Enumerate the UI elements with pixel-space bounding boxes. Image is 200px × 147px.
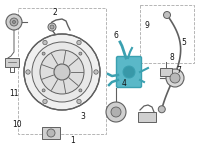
Text: 9: 9 <box>145 21 149 30</box>
Circle shape <box>42 89 45 92</box>
Circle shape <box>48 23 56 31</box>
Text: 2: 2 <box>53 8 57 17</box>
Bar <box>18 8 106 134</box>
Circle shape <box>26 70 30 74</box>
Text: 6: 6 <box>114 31 118 40</box>
Circle shape <box>24 34 100 110</box>
Text: 3: 3 <box>81 112 85 121</box>
Circle shape <box>43 40 47 45</box>
Bar <box>42 127 60 139</box>
Circle shape <box>166 69 184 87</box>
Circle shape <box>123 66 135 78</box>
Circle shape <box>43 99 47 104</box>
Circle shape <box>32 42 92 102</box>
FancyBboxPatch shape <box>116 56 142 87</box>
Bar <box>160 68 172 76</box>
Bar <box>140 5 194 63</box>
Text: 7: 7 <box>177 66 181 75</box>
Text: 8: 8 <box>170 53 174 62</box>
Circle shape <box>94 70 98 74</box>
Text: 5: 5 <box>182 38 186 47</box>
Circle shape <box>164 11 170 19</box>
Circle shape <box>77 40 81 45</box>
Circle shape <box>111 107 121 117</box>
Circle shape <box>10 18 18 26</box>
Bar <box>138 112 156 122</box>
Circle shape <box>54 64 70 80</box>
Circle shape <box>47 129 55 137</box>
Circle shape <box>106 102 126 122</box>
Circle shape <box>79 52 82 55</box>
Text: 10: 10 <box>12 120 22 130</box>
Circle shape <box>40 50 84 94</box>
Text: 1: 1 <box>71 136 75 145</box>
Circle shape <box>50 25 54 29</box>
Circle shape <box>170 73 180 83</box>
Circle shape <box>79 89 82 92</box>
Circle shape <box>77 99 81 104</box>
Text: 4: 4 <box>122 78 126 88</box>
Circle shape <box>6 14 22 30</box>
Bar <box>5 58 19 67</box>
Circle shape <box>42 52 45 55</box>
Circle shape <box>12 20 16 24</box>
Text: 11: 11 <box>9 89 18 98</box>
Circle shape <box>158 106 165 113</box>
